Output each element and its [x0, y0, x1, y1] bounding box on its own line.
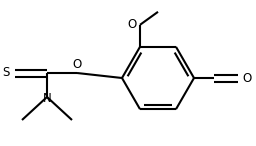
- Text: N: N: [43, 92, 51, 105]
- Text: O: O: [72, 58, 82, 71]
- Text: O: O: [242, 72, 252, 85]
- Text: O: O: [127, 18, 137, 31]
- Text: S: S: [2, 66, 10, 80]
